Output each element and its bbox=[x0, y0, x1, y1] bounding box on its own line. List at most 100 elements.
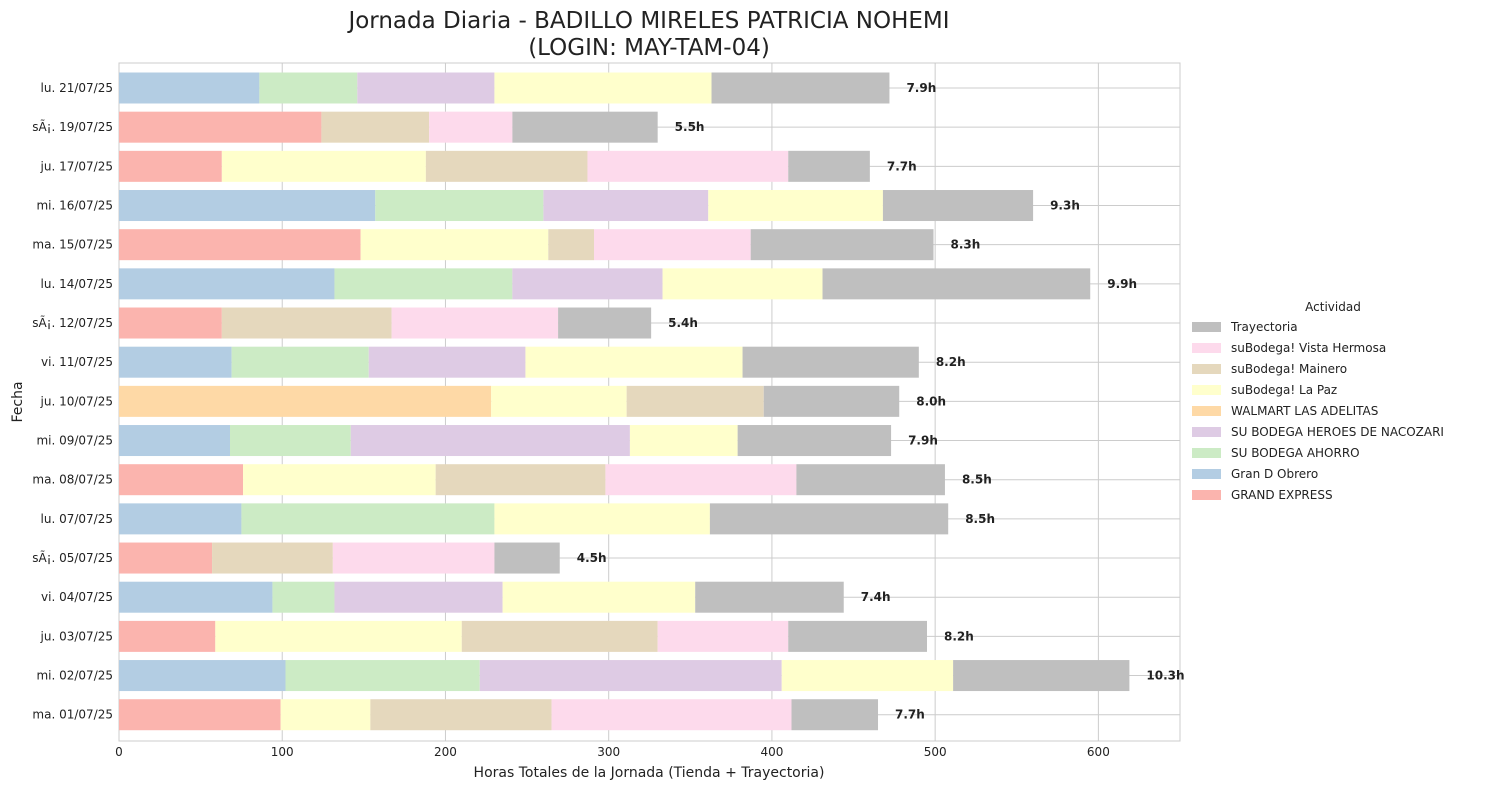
bar-segment-subodega-la-paz bbox=[221, 150, 426, 182]
bars-group bbox=[119, 72, 1130, 731]
y-tick-label: ju. 10/07/25 bbox=[40, 394, 113, 408]
bar-segment-subodega-mainero bbox=[548, 229, 595, 261]
y-tick-label: ma. 01/07/25 bbox=[32, 708, 113, 722]
bar-segment-subodega-vista-hermosa bbox=[391, 307, 559, 339]
bar-segment-trayectoria bbox=[953, 660, 1130, 692]
legend-entry-label: suBodega! La Paz bbox=[1231, 383, 1337, 397]
bar-segment-subodega-la-paz bbox=[502, 581, 696, 613]
bar-segment-su-bodega-ahorro bbox=[229, 425, 351, 457]
x-tick-label: 500 bbox=[924, 745, 947, 759]
bar-segment-subodega-mainero bbox=[626, 385, 764, 417]
total-label: 7.4h bbox=[861, 590, 891, 604]
bar-segment-su-bodega-heroes-de-nacozari bbox=[357, 72, 495, 104]
total-label: 7.9h bbox=[908, 434, 938, 448]
bar-segment-trayectoria bbox=[512, 111, 658, 143]
bar-segment-subodega-la-paz bbox=[781, 660, 954, 692]
bar-segment-subodega-vista-hermosa bbox=[605, 464, 797, 496]
bar-segment-su-bodega-heroes-de-nacozari bbox=[368, 346, 526, 378]
legend-swatch bbox=[1192, 385, 1221, 395]
total-label: 8.5h bbox=[965, 512, 995, 526]
bar-segment-trayectoria bbox=[494, 542, 560, 574]
total-labels-group: 7.9h 5.5h 7.7h 9.3h 8.3h 9.9h 5.4h 8.2h 8.0h 7.9h… bbox=[577, 81, 1185, 722]
total-label: 7.7h bbox=[887, 159, 917, 173]
y-tick-label: sÃ¡. 05/07/25 bbox=[32, 550, 113, 565]
bar-segment-su-bodega-heroes-de-nacozari bbox=[512, 268, 663, 300]
legend-swatch bbox=[1192, 469, 1221, 479]
y-tick-label: mi. 09/07/25 bbox=[36, 434, 113, 448]
bar-segment-gran-d-obrero bbox=[119, 581, 273, 613]
bar-segment-subodega-mainero bbox=[212, 542, 333, 574]
bar-segment-subodega-mainero bbox=[370, 699, 552, 731]
bar-segment-gran-d-obrero bbox=[119, 425, 230, 457]
legend-entry-label: GRAND EXPRESS bbox=[1231, 488, 1333, 502]
bar-segment-su-bodega-ahorro bbox=[285, 660, 480, 692]
total-label: 9.3h bbox=[1050, 199, 1080, 213]
total-label: 5.4h bbox=[668, 316, 698, 330]
bar-segment-su-bodega-heroes-de-nacozari bbox=[350, 425, 630, 457]
bar-segment-subodega-vista-hermosa bbox=[594, 229, 751, 261]
bar-segment-subodega-la-paz bbox=[525, 346, 743, 378]
bar-segment-gran-d-obrero bbox=[119, 72, 260, 104]
bar-segment-trayectoria bbox=[791, 699, 879, 731]
bar-segment-subodega-la-paz bbox=[662, 268, 823, 300]
y-tick-label: ma. 08/07/25 bbox=[32, 473, 113, 487]
total-label: 7.9h bbox=[906, 81, 936, 95]
bar-segment-trayectoria bbox=[737, 425, 892, 457]
y-tick-label: ju. 17/07/25 bbox=[40, 159, 113, 173]
bar-segment-gran-d-obrero bbox=[119, 660, 286, 692]
legend-swatch bbox=[1192, 448, 1221, 458]
bar-segment-grand-express bbox=[119, 229, 361, 261]
bar-segment-trayectoria bbox=[822, 268, 1091, 300]
legend-swatch bbox=[1192, 322, 1221, 332]
y-tick-label: mi. 16/07/25 bbox=[36, 199, 113, 213]
y-tick-label: lu. 14/07/25 bbox=[41, 277, 113, 291]
total-label: 4.5h bbox=[577, 551, 607, 565]
bar-segment-subodega-vista-hermosa bbox=[551, 699, 792, 731]
bar-segment-subodega-la-paz bbox=[629, 425, 738, 457]
bar-segment-gran-d-obrero bbox=[119, 190, 376, 222]
total-label: 9.9h bbox=[1107, 277, 1137, 291]
x-tick-label: 600 bbox=[1087, 745, 1110, 759]
bar-segment-subodega-mainero bbox=[221, 307, 392, 339]
bar-segment-su-bodega-ahorro bbox=[259, 72, 358, 104]
legend-swatch bbox=[1192, 427, 1221, 437]
bar-segment-grand-express bbox=[119, 111, 322, 143]
bar-segment-trayectoria bbox=[763, 385, 900, 417]
bar-segment-trayectoria bbox=[882, 190, 1034, 222]
bar-segment-subodega-mainero bbox=[461, 620, 658, 652]
bar-segment-subodega-la-paz bbox=[243, 464, 436, 496]
y-tick-label: sÃ¡. 12/07/25 bbox=[32, 315, 113, 330]
x-axis-label: Horas Totales de la Jornada (Tienda + Tr… bbox=[474, 765, 825, 781]
bar-segment-trayectoria bbox=[788, 620, 927, 652]
bar-segment-gran-d-obrero bbox=[119, 503, 242, 535]
bar-segment-subodega-la-paz bbox=[494, 503, 710, 535]
bar-segment-trayectoria bbox=[750, 229, 934, 261]
bar-segment-grand-express bbox=[119, 699, 281, 731]
bar-segment-subodega-vista-hermosa bbox=[587, 150, 789, 182]
x-tick-label: 100 bbox=[271, 745, 294, 759]
legend-swatch bbox=[1192, 364, 1221, 374]
bar-segment-su-bodega-heroes-de-nacozari bbox=[334, 581, 503, 613]
legend: Actividad Trayectoria suBodega! Vista Her… bbox=[1192, 300, 1444, 502]
bar-segment-trayectoria bbox=[558, 307, 652, 339]
y-tick-label: lu. 07/07/25 bbox=[41, 512, 113, 526]
y-tick-label: ma. 15/07/25 bbox=[32, 238, 113, 252]
bar-segment-subodega-mainero bbox=[435, 464, 606, 496]
bar-segment-subodega-vista-hermosa bbox=[429, 111, 513, 143]
x-tick-labels: 0 100 200 300 400 500 600 bbox=[115, 745, 1110, 759]
x-tick-label: 400 bbox=[760, 745, 783, 759]
bar-segment-subodega-mainero bbox=[321, 111, 430, 143]
x-tick-label: 0 bbox=[115, 745, 123, 759]
total-label: 7.7h bbox=[895, 708, 925, 722]
total-label: 8.2h bbox=[936, 355, 966, 369]
y-axis-label: Fecha bbox=[10, 381, 26, 422]
x-tick-label: 300 bbox=[597, 745, 620, 759]
legend-entry-label: SU BODEGA HEROES DE NACOZARI bbox=[1231, 425, 1444, 439]
legend-entry-label: suBodega! Vista Hermosa bbox=[1231, 341, 1386, 355]
y-tick-label: mi. 02/07/25 bbox=[36, 669, 113, 683]
bar-segment-gran-d-obrero bbox=[119, 346, 232, 378]
y-tick-label: vi. 11/07/25 bbox=[41, 355, 113, 369]
total-label: 10.3h bbox=[1146, 669, 1184, 683]
total-label: 8.5h bbox=[962, 473, 992, 487]
bar-segment-subodega-la-paz bbox=[215, 620, 462, 652]
